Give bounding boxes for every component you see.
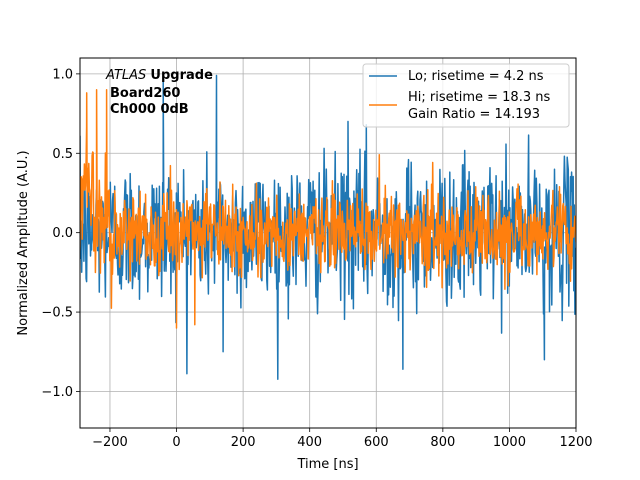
svg-text:ATLAS Upgrade: ATLAS Upgrade — [105, 68, 213, 83]
annotation-channel: Ch000 0dB — [110, 102, 189, 117]
series-layer — [80, 74, 576, 380]
y-tick-label: −1.0 — [41, 385, 73, 400]
annotation: ATLAS Upgrade Board260 Ch000 0dB — [105, 68, 213, 117]
y-tick-label: 1.0 — [52, 67, 73, 82]
y-tick-label: 0.0 — [52, 226, 73, 241]
x-tick-label: 0 — [172, 435, 180, 450]
y-tick-label: −0.5 — [41, 306, 73, 321]
annotation-atlas: ATLAS — [105, 68, 146, 83]
legend-box — [362, 63, 570, 128]
x-tick-label: 1200 — [559, 435, 592, 450]
x-tick-label: −200 — [92, 435, 128, 450]
legend-label-lo: Lo; risetime = 4.2 ns — [408, 69, 544, 84]
y-axis-label: Normalized Amplitude (A.U.) — [16, 150, 31, 335]
x-tick-label: 1000 — [493, 435, 526, 450]
x-axis-label: Time [ns] — [296, 457, 358, 472]
annotation-upgrade: Upgrade — [150, 68, 213, 83]
y-tick-label: 0.5 — [52, 147, 73, 162]
series-line-lo — [80, 74, 576, 380]
x-tick-label: 400 — [297, 435, 322, 450]
annotation-board: Board260 — [110, 86, 180, 101]
legend-label-hi: Hi; risetime = 18.3 ns Gain Ratio = 14.1… — [408, 90, 554, 122]
plot-frame — [79, 57, 577, 429]
series-line-hi — [80, 89, 576, 329]
x-tick-label: 600 — [364, 435, 389, 450]
x-tick-label: 800 — [430, 435, 455, 450]
axis-ticks: −200 0 200 400 600 800 1000 1200 −1.0 −0.5 0.0 0.5 1… — [41, 67, 592, 450]
x-tick-label: 200 — [231, 435, 256, 450]
legend: Lo; risetime = 4.2 ns Hi; risetime = 18.… — [362, 63, 570, 128]
